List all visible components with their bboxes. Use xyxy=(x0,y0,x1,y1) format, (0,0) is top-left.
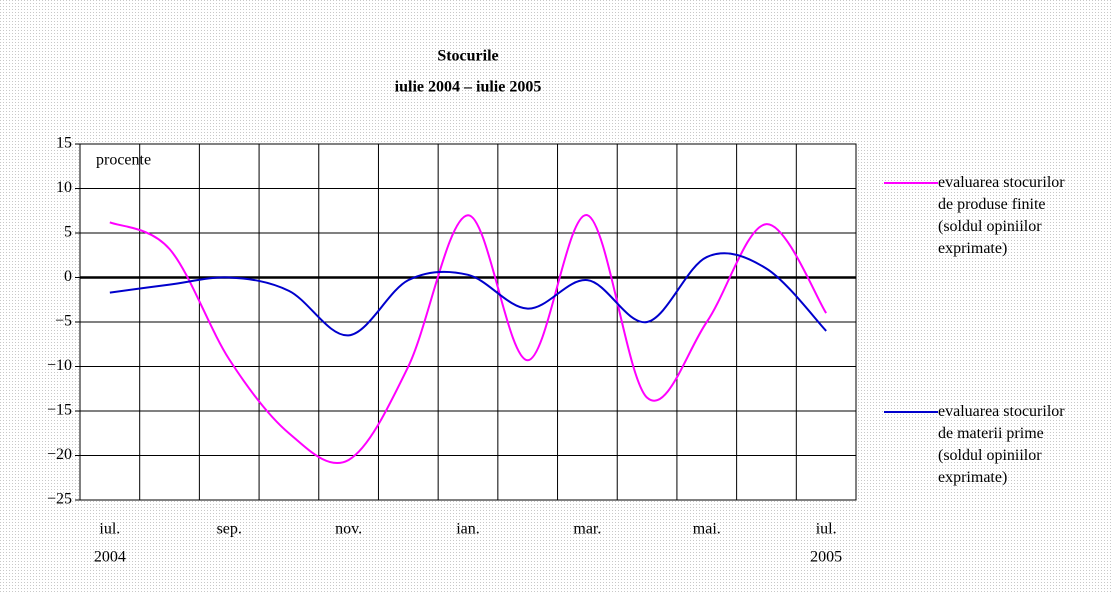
x-tick-label: mar. xyxy=(573,521,601,538)
series-line xyxy=(109,252,827,337)
y-tick-label: 0 xyxy=(64,268,72,285)
chart-title: Stocurile xyxy=(437,48,498,65)
chart-subtitle: iulie 2004 – iulie 2005 xyxy=(395,79,542,96)
y-tick-label: −25 xyxy=(47,491,72,508)
x-tick-label: iul. xyxy=(816,521,837,538)
x-tick-sublabel: 2005 xyxy=(810,549,842,566)
y-tick-label: 10 xyxy=(56,179,72,196)
legend-label: evaluarea stocurilor de produse finite (… xyxy=(938,174,1065,257)
series-line xyxy=(109,214,827,464)
y-tick-label: −5 xyxy=(55,313,72,330)
x-tick-label: mai. xyxy=(693,521,721,538)
legend-label: evaluarea stocurilor de materii prime (s… xyxy=(938,403,1065,486)
x-tick-label: nov. xyxy=(335,521,362,538)
y-tick-label: 5 xyxy=(64,224,72,241)
x-tick-label: sep. xyxy=(217,521,242,538)
y-tick-label: −10 xyxy=(47,357,72,374)
y-tick-label: −15 xyxy=(47,402,72,419)
x-tick-label: ian. xyxy=(456,521,480,538)
y-axis-label: procente xyxy=(96,152,151,169)
y-tick-label: −20 xyxy=(47,446,72,463)
x-tick-label: iul. xyxy=(99,521,120,538)
x-tick-sublabel: 2004 xyxy=(94,549,126,566)
y-tick-label: 15 xyxy=(56,135,72,152)
